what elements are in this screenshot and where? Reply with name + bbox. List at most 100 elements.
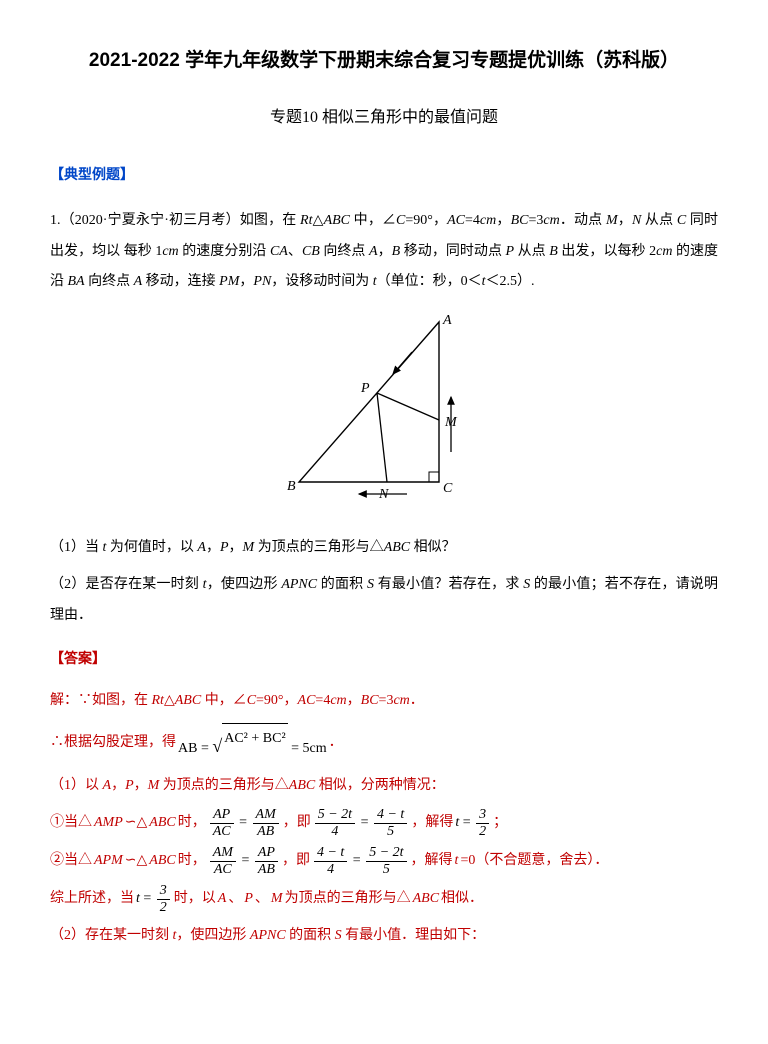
text: 相似． [441,884,483,915]
text: AC [447,213,465,228]
text: AMP [94,808,123,839]
text: ABC [413,884,439,915]
text: 4 − t [374,807,407,823]
text: 时，以 [174,884,216,915]
text: 移动，连接 [142,274,216,289]
text: ABC [175,693,201,708]
text: APM [94,846,123,877]
text: ， [111,778,125,793]
text: 从点 [514,244,549,259]
solution-line-7: （2）存在某一时刻 t，使四边形 APNC 的面积 S 有最小值．理由如下： [50,921,718,952]
text: 中，∠ [350,213,396,228]
label-M: M [444,415,458,430]
text: △ [164,693,175,708]
text: P [125,778,134,793]
text: B [392,244,401,259]
text: 向终点 [85,274,134,289]
formula: 5 − 2t4 = 4 − t5 [313,807,410,839]
text: 相似？ [410,540,456,555]
text: t [455,846,459,877]
text: AP [255,845,278,861]
text: ．动点 [560,213,606,228]
text: 为何值时，以 [106,540,197,555]
text: 5 [374,824,407,839]
label-B: B [287,479,296,494]
text: cm [543,213,559,228]
text: = 5cm [288,741,327,756]
text: B [549,244,558,259]
text: 2 [157,900,170,915]
text: P [220,540,229,555]
solution-line-1: 解：∵如图，在 Rt△ABC 中，∠C=90°，AC=4cm，BC=3cm． [50,686,718,717]
problem-text: 1.（2020·宁夏永宁·初三月考）如图，在 Rt△ABC 中，∠C=90°，A… [50,206,718,298]
text: cm [330,693,346,708]
text: 有最小值？若存在，求 [374,577,523,592]
text: ， [618,213,632,228]
text: A [134,274,143,289]
text: M [243,540,255,555]
text: AB [255,862,278,877]
text: 、 [255,884,269,915]
text: A [369,244,378,259]
text: = [238,853,253,868]
text: AC [210,862,236,877]
text: （单位：秒，0＜ [377,274,482,289]
text: 的速度分别沿 [179,244,270,259]
text: ． [329,728,343,759]
text: 5 [366,862,406,877]
text: 综上所述，当 [50,884,134,915]
solution-line-3: （1）以 A，P，M 为顶点的三角形与△ABC 相似，分两种情况： [50,771,718,802]
text: =3 [379,693,394,708]
label-N: N [378,487,389,502]
text: N [632,213,641,228]
text: cm [162,244,178,259]
text: =3 [528,213,543,228]
text: PN [253,274,271,289]
text: ， [347,693,361,708]
text: =4 [465,213,480,228]
text: =0（不合题意，舍去）． [460,846,608,877]
text: Rt [300,213,312,228]
question-1: （1）当 t 为何值时，以 A，P，M 为顶点的三角形与△ABC 相似？ [50,533,718,564]
text: cm [393,693,409,708]
text: S [335,928,342,943]
text: ＜2.5）. [486,274,535,289]
text: ， [134,778,148,793]
text: =90°， [256,693,298,708]
text: APNC [281,577,317,592]
text: 的面积 [286,928,335,943]
text: ，解得 [411,846,453,877]
page-title: 2021-2022 学年九年级数学下册期末综合复习专题提优训练（苏科版） [50,40,718,82]
text: 从点 [641,213,677,228]
text: A [197,540,206,555]
text: = [357,815,372,830]
text: 、 [288,244,302,259]
text: =90°， [405,213,447,228]
formula: AB = √AC² + BC² = 5cm [178,723,327,765]
text: ABC [149,846,175,877]
text: Rt [152,693,164,708]
text: 出发，以每秒 2 [558,244,656,259]
text: ，即 [282,846,310,877]
solution-line-6: 综上所述，当 t = 32 时，以 A、P、M 为顶点的三角形与△ABC 相似． [50,883,718,915]
text: （1）当 [50,540,103,555]
text: ∴根据勾股定理，得 [50,728,176,759]
text: 4 [315,824,355,839]
solution-line-5: ②当△APM∽△ABC 时， AMAC = APAB ，即 4 − t4 = 5… [50,845,718,877]
text: 、 [228,884,242,915]
text: cm [480,213,496,228]
text: （1）以 [50,778,103,793]
text: 时， [178,846,206,877]
text: ， [239,274,253,289]
formula: APAC = AMAB [208,807,281,839]
text: P [244,884,253,915]
text: 为顶点的三角形与△ [285,884,411,915]
text: ①当△ [50,808,92,839]
text: CB [302,244,320,259]
text: 3 [476,807,489,823]
text: ABC [384,540,410,555]
text: PM [219,274,239,289]
label-A: A [442,313,452,328]
text: 中，∠ [201,693,247,708]
text: AP [210,807,234,823]
